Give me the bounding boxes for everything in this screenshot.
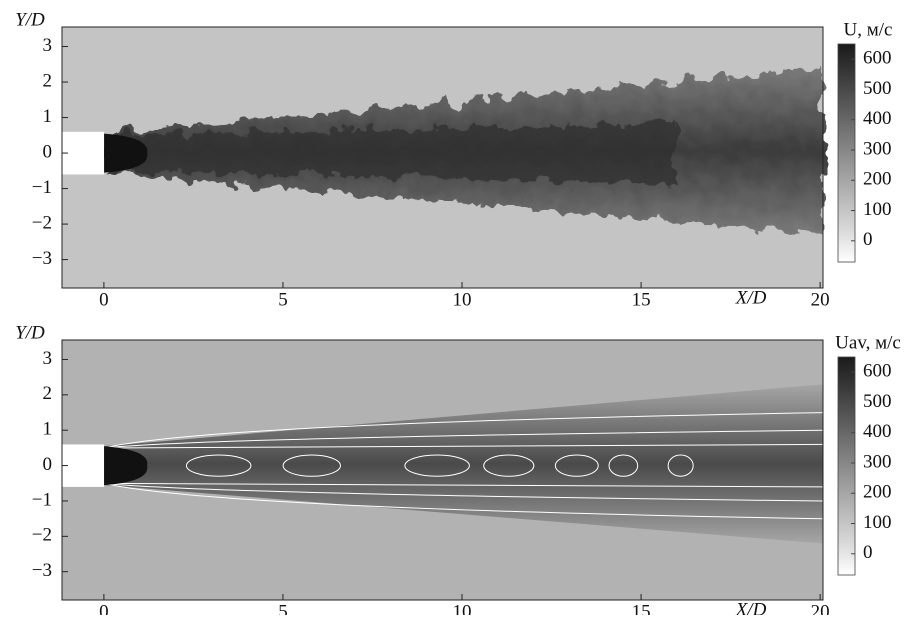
colorbar-tick-label: 400 [863, 108, 892, 129]
y-tick-label: −1 [32, 489, 52, 510]
y-tick-label: −1 [32, 177, 52, 198]
y-tick-label: 3 [43, 348, 53, 369]
x-axis-label: X/D [735, 287, 767, 308]
colorbar-tick-label: 200 [863, 482, 892, 503]
colorbar-tick-label: 200 [863, 169, 892, 190]
figure: 051015203210−1−2−3X/DY/DU, м/с6005004003… [0, 0, 907, 615]
nozzle-wall [62, 132, 104, 175]
y-axis-label: Y/D [15, 9, 45, 30]
y-tick-label: −2 [32, 525, 52, 546]
x-tick-label: 20 [811, 289, 830, 310]
colorbar-title: Uav, м/с [835, 332, 901, 353]
colorbar-tick-label: 500 [863, 391, 892, 412]
heatmap-panel [62, 27, 823, 288]
x-tick-label: 5 [278, 289, 288, 310]
y-axis-label: Y/D [15, 322, 45, 343]
x-axis-label: X/D [735, 599, 767, 615]
y-tick-label: 2 [43, 383, 53, 404]
nozzle-wall [62, 444, 104, 486]
colorbar [838, 44, 855, 262]
colorbar-tick-label: 300 [863, 451, 892, 472]
y-tick-label: −2 [32, 212, 52, 233]
y-tick-label: 3 [43, 35, 53, 56]
colorbar-tick-label: 300 [863, 138, 892, 159]
page: {"chart_data": [ {"type": "heatmap", "x_… [0, 0, 907, 620]
x-tick-label: 10 [453, 601, 472, 615]
y-tick-label: 2 [43, 70, 53, 91]
x-tick-label: 10 [453, 289, 472, 310]
y-tick-label: 1 [43, 106, 53, 127]
colorbar [838, 357, 855, 575]
y-tick-label: −3 [32, 560, 52, 581]
colorbar-tick-label: 500 [863, 78, 892, 99]
x-tick-label: 15 [632, 601, 651, 615]
heatmap-panel [62, 340, 823, 600]
colorbar-tick-label: 600 [863, 360, 892, 381]
colorbar-tick-label: 600 [863, 47, 892, 68]
y-tick-label: 0 [43, 141, 53, 162]
colorbar-tick-label: 0 [863, 542, 873, 563]
x-tick-label: 0 [99, 289, 109, 310]
x-tick-label: 0 [99, 601, 109, 615]
y-tick-label: −3 [32, 248, 52, 269]
x-tick-label: 20 [811, 601, 830, 615]
colorbar-title: U, м/с [844, 19, 893, 40]
x-tick-label: 5 [278, 601, 288, 615]
x-tick-label: 15 [632, 289, 651, 310]
colorbar-tick-label: 400 [863, 421, 892, 442]
y-tick-label: 1 [43, 419, 53, 440]
colorbar-tick-label: 0 [863, 229, 873, 250]
colorbar-tick-label: 100 [863, 199, 892, 220]
y-tick-label: 0 [43, 454, 53, 475]
colorbar-tick-label: 100 [863, 512, 892, 533]
